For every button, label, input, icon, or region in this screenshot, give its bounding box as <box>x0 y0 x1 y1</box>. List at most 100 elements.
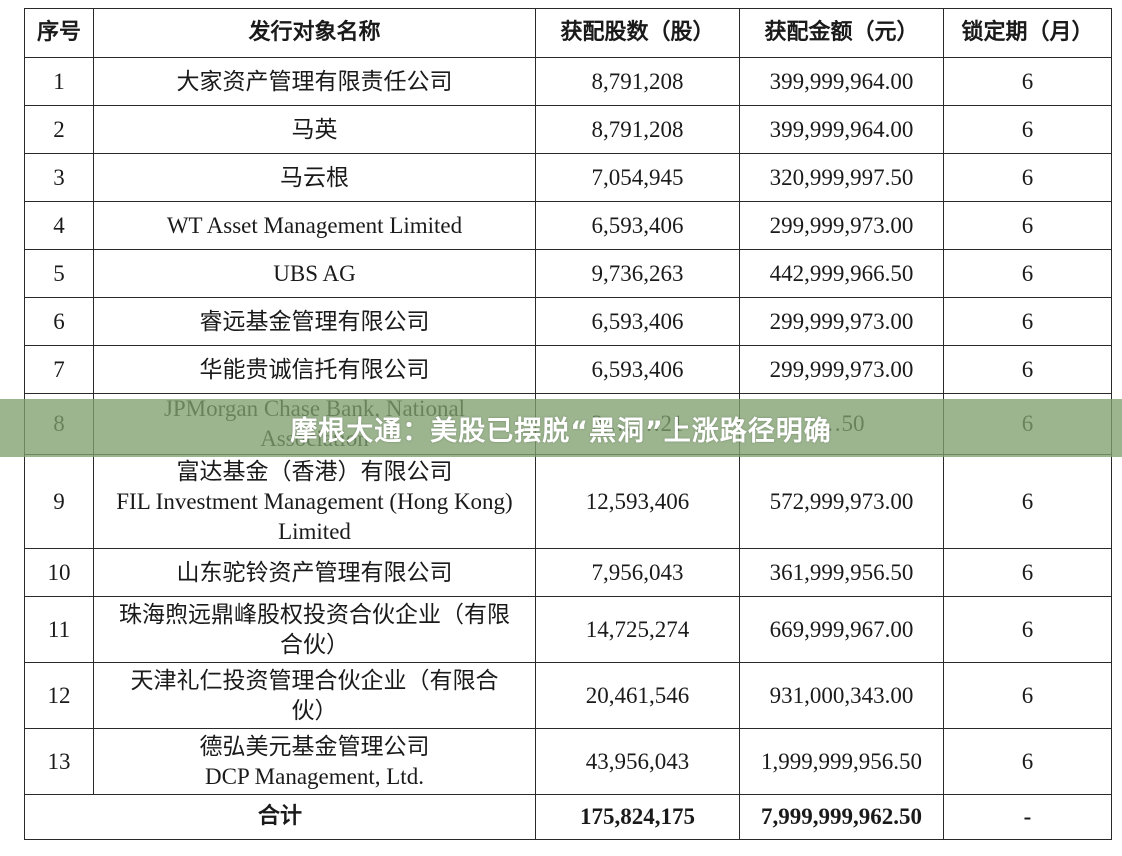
row-seq: 1 <box>24 57 94 106</box>
row-amount: 399,999,964.00 <box>739 57 944 106</box>
row-lockup: 6 <box>943 249 1112 298</box>
row-shares: 7,956,043 <box>535 548 740 597</box>
row-seq: 6 <box>24 297 94 346</box>
table-row: 4 WT Asset Management Limited 6,593,406 299… <box>24 201 1112 250</box>
investor-name-line: WT Asset Management Limited <box>166 212 463 238</box>
total-shares: 175,824,175 <box>535 794 740 840</box>
row-seq: 3 <box>24 153 94 202</box>
row-investor-name: 大家资产管理有限责任公司 <box>93 57 536 106</box>
investor-name-line: Limited <box>278 518 351 544</box>
investor-name-line: 大家资产管理有限责任公司 <box>176 68 453 94</box>
investor-name-line: FIL Investment Management (Hong Kong) <box>116 488 513 514</box>
row-shares: 14,725,274 <box>535 596 740 663</box>
row-seq: 7 <box>24 345 94 394</box>
table-row: 6 睿远基金管理有限公司 6,593,406 299,999,973.00 6 <box>24 297 1112 346</box>
row-shares: 6,593,406 <box>535 297 740 346</box>
row-amount: 442,999,966.50 <box>739 249 944 298</box>
header-seq: 序号 <box>24 8 94 58</box>
table-row: 7 华能贵诚信托有限公司 6,593,406 299,999,973.00 6 <box>24 345 1112 394</box>
row-investor-name: 山东驼铃资产管理有限公司 <box>93 548 536 597</box>
row-seq: 12 <box>24 662 94 729</box>
row-shares: 6,593,406 <box>535 201 740 250</box>
row-amount: 299,999,973.00 <box>739 345 944 394</box>
table-row: 12 天津礼仁投资管理合伙企业（有限合 伙） 20,461,546 931,000,34… <box>24 662 1112 729</box>
header-lockup: 锁定期（月） <box>943 8 1112 58</box>
row-amount: 299,999,973.00 <box>739 201 944 250</box>
row-investor-name: 睿远基金管理有限公司 <box>93 297 536 346</box>
row-shares: 7,054,945 <box>535 153 740 202</box>
row-investor-name: WT Asset Management Limited <box>93 201 536 250</box>
row-seq: 13 <box>24 728 94 795</box>
row-amount: 361,999,956.50 <box>739 548 944 597</box>
investor-name-line: 华能贵诚信托有限公司 <box>199 356 430 382</box>
row-seq: 10 <box>24 548 94 597</box>
total-label: 合计 <box>24 794 536 840</box>
row-amount: 299,999,973.00 <box>739 297 944 346</box>
total-amount: 7,999,999,962.50 <box>739 794 944 840</box>
row-shares: 12,593,406 <box>535 454 740 549</box>
row-investor-name: 华能贵诚信托有限公司 <box>93 345 536 394</box>
total-lockup: - <box>943 794 1112 840</box>
row-investor-name: 富达基金（香港）有限公司 FIL Investment Management (H… <box>93 454 536 549</box>
row-shares: 8,791,208 <box>535 105 740 154</box>
investor-name-line: 合伙） <box>280 631 349 657</box>
investor-name-line: 德弘美元基金管理公司 <box>199 733 430 759</box>
row-lockup: 6 <box>943 201 1112 250</box>
investor-name-line: UBS AG <box>273 260 356 286</box>
investor-name-line: 马云根 <box>280 164 349 190</box>
row-shares: 9,736,263 <box>535 249 740 298</box>
row-lockup: 6 <box>943 548 1112 597</box>
table-row: 11 珠海煦远鼎峰股权投资合伙企业（有限 合伙） 14,725,274 669,999,… <box>24 596 1112 663</box>
row-investor-name: UBS AG <box>93 249 536 298</box>
row-lockup: 6 <box>943 728 1112 795</box>
row-lockup: 6 <box>943 345 1112 394</box>
row-seq: 5 <box>24 249 94 298</box>
row-investor-name: 珠海煦远鼎峰股权投资合伙企业（有限 合伙） <box>93 596 536 663</box>
table-header-row: 序号 发行对象名称 获配股数（股） 获配金额（元） 锁定期（月） <box>24 8 1112 58</box>
row-investor-name: 马云根 <box>93 153 536 202</box>
row-lockup: 6 <box>943 105 1112 154</box>
header-shares: 获配股数（股） <box>535 8 740 58</box>
row-shares: 6,593,406 <box>535 345 740 394</box>
table-row: 9 富达基金（香港）有限公司 FIL Investment Management (… <box>24 454 1112 549</box>
row-lockup: 6 <box>943 596 1112 663</box>
row-investor-name: 德弘美元基金管理公司 DCP Management, Ltd. <box>93 728 536 795</box>
row-seq: 4 <box>24 201 94 250</box>
row-amount: 572,999,973.00 <box>739 454 944 549</box>
table-row: 13 德弘美元基金管理公司 DCP Management, Ltd. 43,956,0… <box>24 728 1112 795</box>
investor-name-line: 马英 <box>291 116 338 142</box>
row-lockup: 6 <box>943 57 1112 106</box>
row-lockup: 6 <box>943 297 1112 346</box>
investor-name-line: 珠海煦远鼎峰股权投资合伙企业（有限 <box>119 601 510 627</box>
headline-text: 摩根大通：美股已摆脱“黑洞”上涨路径明确 <box>290 415 832 447</box>
investor-name-line: 伙） <box>291 697 338 723</box>
row-amount: 931,000,343.00 <box>739 662 944 729</box>
row-amount: 399,999,964.00 <box>739 105 944 154</box>
row-lockup: 6 <box>943 662 1112 729</box>
row-amount: 669,999,967.00 <box>739 596 944 663</box>
row-lockup: 6 <box>943 454 1112 549</box>
row-shares: 43,956,043 <box>535 728 740 795</box>
row-investor-name: 天津礼仁投资管理合伙企业（有限合 伙） <box>93 662 536 729</box>
row-amount: 1,999,999,956.50 <box>739 728 944 795</box>
header-investor-name: 发行对象名称 <box>93 8 536 58</box>
table-row: 5 UBS AG 9,736,263 442,999,966.50 6 <box>24 249 1112 298</box>
row-shares: 8,791,208 <box>535 57 740 106</box>
investor-name-line: 山东驼铃资产管理有限公司 <box>176 559 453 585</box>
row-seq: 11 <box>24 596 94 663</box>
headline-banner[interactable]: 摩根大通：美股已摆脱“黑洞”上涨路径明确 <box>0 399 1122 457</box>
row-amount: 320,999,997.50 <box>739 153 944 202</box>
table-row: 1 大家资产管理有限责任公司 8,791,208 399,999,964.00 6 <box>24 57 1112 106</box>
row-investor-name: 马英 <box>93 105 536 154</box>
row-lockup: 6 <box>943 153 1112 202</box>
investor-name-line: 睿远基金管理有限公司 <box>199 308 430 334</box>
row-seq: 2 <box>24 105 94 154</box>
header-amount: 获配金额（元） <box>739 8 944 58</box>
investor-name-line: 天津礼仁投资管理合伙企业（有限合 <box>130 667 499 693</box>
table-row: 10 山东驼铃资产管理有限公司 7,956,043 361,999,956.50 6 <box>24 548 1112 597</box>
row-shares: 20,461,546 <box>535 662 740 729</box>
investor-name-line: DCP Management, Ltd. <box>205 763 424 789</box>
row-seq: 9 <box>24 454 94 549</box>
total-row: 合计 175,824,175 7,999,999,962.50 - <box>24 794 1112 840</box>
table-row: 2 马英 8,791,208 399,999,964.00 6 <box>24 105 1112 154</box>
